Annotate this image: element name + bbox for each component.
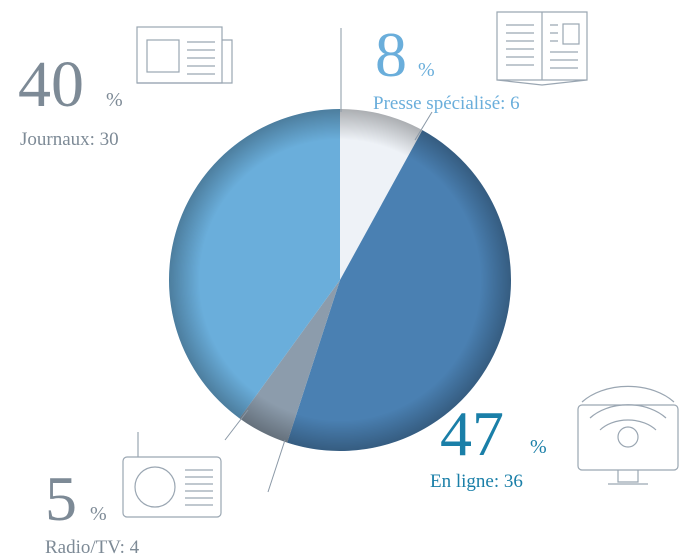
- percent-value: 47: [440, 398, 504, 469]
- leader-line: [224, 409, 249, 441]
- percent-unit: %: [418, 59, 435, 81]
- radio-icon: [122, 432, 222, 518]
- leader-line: [267, 439, 286, 493]
- percent-unit: %: [530, 436, 547, 458]
- percent-value: 5: [45, 463, 77, 534]
- pie-shade: [169, 109, 511, 451]
- labels: 8 % Presse spécialisé: 6 47 % En ligne: 36 5 % R…: [18, 19, 547, 557]
- category-label: Journaux: 30: [20, 129, 119, 150]
- percent-value: 8: [375, 19, 407, 90]
- category-label: Radio/TV: 4: [45, 537, 140, 557]
- leader-line: [414, 111, 433, 141]
- tv-icon: [577, 385, 679, 485]
- category-label: En ligne: 36: [430, 471, 523, 492]
- percent-unit: %: [106, 89, 123, 111]
- book-icon: [496, 11, 588, 86]
- percent-value: 40: [18, 48, 84, 121]
- category-label: Presse spécialisé: 6: [373, 93, 520, 114]
- newspaper-icon: [136, 26, 233, 84]
- percent-unit: %: [90, 503, 107, 525]
